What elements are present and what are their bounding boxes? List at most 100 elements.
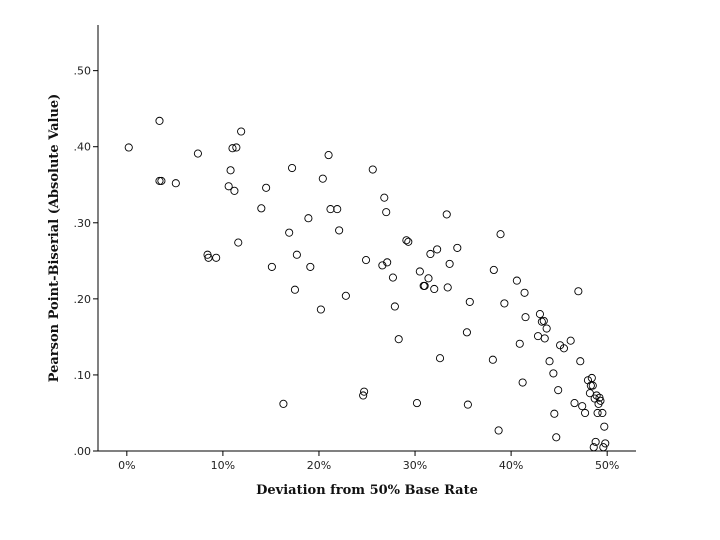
data-point bbox=[545, 357, 554, 366]
scatter-points bbox=[124, 116, 610, 452]
data-point bbox=[453, 243, 462, 252]
data-point bbox=[420, 281, 429, 290]
data-point bbox=[515, 339, 524, 348]
x-tick-label: 50% bbox=[595, 459, 619, 472]
data-point bbox=[212, 253, 221, 262]
data-point bbox=[520, 288, 529, 297]
data-point bbox=[549, 369, 558, 378]
x-axis-ticks: 0% 10% 20% 30% 40% 50% bbox=[118, 451, 619, 472]
data-point bbox=[267, 262, 276, 271]
data-point bbox=[601, 439, 610, 448]
data-point bbox=[430, 284, 439, 294]
data-point bbox=[424, 274, 433, 283]
x-tick-label: 40% bbox=[499, 459, 523, 472]
data-point bbox=[518, 378, 527, 387]
data-point bbox=[232, 143, 241, 152]
data-point bbox=[257, 204, 266, 213]
data-point bbox=[124, 143, 133, 152]
data-point bbox=[382, 208, 391, 217]
x-tick-label: 30% bbox=[403, 459, 427, 472]
y-axis-ticks: .00 .10 .20 .30 .40 .50 bbox=[74, 65, 98, 458]
data-point bbox=[589, 443, 598, 452]
data-point bbox=[226, 166, 235, 175]
data-point bbox=[559, 344, 568, 353]
data-point bbox=[415, 267, 424, 276]
data-point bbox=[318, 174, 327, 183]
data-point bbox=[435, 354, 445, 363]
data-point bbox=[596, 396, 605, 405]
data-point bbox=[285, 228, 294, 237]
data-point bbox=[599, 443, 608, 452]
data-point bbox=[496, 230, 505, 239]
data-point bbox=[587, 373, 596, 383]
data-point bbox=[494, 426, 503, 435]
data-point bbox=[445, 259, 454, 268]
data-point bbox=[360, 387, 369, 396]
data-point bbox=[592, 391, 601, 400]
data-point bbox=[390, 302, 399, 311]
x-axis-title: Deviation from 50% Base Rate bbox=[256, 483, 478, 498]
data-point bbox=[304, 214, 313, 223]
data-point bbox=[552, 433, 561, 442]
data-point bbox=[335, 226, 344, 235]
data-point bbox=[591, 437, 600, 446]
data-point bbox=[433, 245, 442, 254]
data-point bbox=[488, 355, 497, 364]
data-point bbox=[533, 332, 543, 341]
data-point bbox=[230, 186, 239, 195]
data-point bbox=[234, 238, 243, 247]
data-point bbox=[279, 399, 288, 408]
data-point bbox=[380, 193, 389, 202]
data-point bbox=[262, 183, 271, 192]
data-point bbox=[155, 116, 164, 125]
y-tick-label: .40 bbox=[74, 141, 92, 154]
data-point bbox=[550, 409, 559, 418]
y-tick-label: .30 bbox=[74, 217, 92, 230]
data-point bbox=[333, 205, 342, 214]
data-point bbox=[412, 399, 422, 408]
data-point bbox=[383, 258, 392, 267]
data-point bbox=[600, 422, 609, 431]
data-point bbox=[442, 210, 451, 219]
data-point bbox=[586, 381, 595, 390]
data-point bbox=[521, 313, 530, 322]
data-point bbox=[465, 297, 474, 306]
data-point bbox=[361, 256, 371, 265]
data-point bbox=[324, 151, 333, 160]
data-point bbox=[404, 237, 413, 246]
data-point bbox=[288, 163, 297, 173]
data-point bbox=[578, 402, 587, 411]
data-point bbox=[326, 205, 335, 214]
data-point bbox=[554, 386, 563, 395]
data-point bbox=[359, 391, 368, 400]
data-point bbox=[463, 400, 472, 409]
data-point bbox=[512, 276, 521, 285]
data-point bbox=[539, 316, 548, 325]
data-point bbox=[292, 250, 301, 259]
x-tick-label: 20% bbox=[307, 459, 331, 472]
data-point bbox=[306, 262, 315, 271]
data-point bbox=[394, 335, 403, 344]
data-point bbox=[570, 399, 579, 408]
data-point bbox=[237, 127, 246, 136]
y-tick-label: .00 bbox=[74, 445, 92, 458]
data-point bbox=[443, 283, 452, 292]
data-point bbox=[290, 285, 299, 294]
y-axis-title: Pearson Point-Biserial (Absolute Value) bbox=[47, 94, 62, 383]
data-point bbox=[500, 299, 509, 308]
data-point bbox=[462, 328, 471, 337]
y-tick-label: .10 bbox=[74, 369, 92, 382]
data-point bbox=[574, 287, 583, 296]
data-point bbox=[316, 305, 325, 314]
data-point bbox=[593, 408, 602, 418]
data-point bbox=[426, 249, 435, 259]
data-point bbox=[341, 291, 350, 300]
data-point bbox=[588, 381, 597, 390]
data-point bbox=[193, 149, 202, 158]
data-point bbox=[224, 182, 233, 191]
data-point bbox=[157, 176, 166, 185]
data-point bbox=[489, 265, 498, 275]
data-point bbox=[204, 253, 213, 262]
